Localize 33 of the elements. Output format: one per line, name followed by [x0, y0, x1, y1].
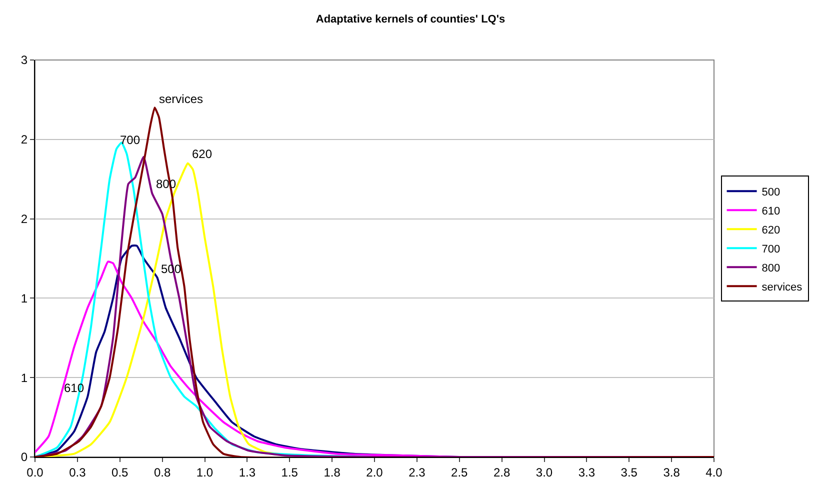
x-tick-label: 4.0: [706, 465, 723, 480]
x-tick-label: 0.3: [69, 465, 86, 480]
x-tick-label: 0.5: [112, 465, 129, 480]
y-tick-label: 2: [20, 132, 28, 147]
x-tick-label: 3.8: [663, 465, 680, 480]
legend-label: services: [762, 281, 803, 294]
annotation: 700: [120, 133, 140, 147]
legend-label: 610: [762, 205, 780, 218]
x-tick-label: 3.3: [578, 465, 596, 480]
chart-title: Adaptative kernels of counties' LQ's: [316, 13, 506, 26]
x-tick-label: 2.3: [408, 465, 426, 480]
x-tick-label: 2.0: [366, 465, 384, 480]
y-tick-label: 1: [20, 291, 28, 306]
legend-label: 620: [762, 224, 780, 236]
y-tick-label: 2: [20, 212, 28, 226]
annotation: services: [159, 92, 204, 106]
y-tick-label: 0: [20, 450, 28, 464]
x-tick-label: 0.8: [154, 465, 171, 480]
legend-label: 800: [762, 262, 780, 274]
x-tick-label: 0.0: [26, 465, 44, 480]
x-tick-label: 2.8: [493, 465, 510, 480]
legend-label: 700: [762, 243, 780, 256]
y-tick-label: 3: [20, 53, 28, 68]
x-tick-label: 3.5: [620, 465, 638, 480]
y-tick-label: 1: [20, 370, 28, 385]
legend-label: 500: [762, 186, 780, 198]
x-tick-label: 1.3: [238, 465, 256, 480]
x-tick-label: 3.0: [536, 465, 553, 480]
annotation: 620: [192, 147, 212, 161]
x-tick-label: 1.5: [281, 465, 298, 480]
x-tick-label: 1.8: [324, 465, 341, 480]
x-tick-label: 2.5: [451, 465, 468, 480]
x-tick-label: 1.0: [196, 465, 214, 480]
